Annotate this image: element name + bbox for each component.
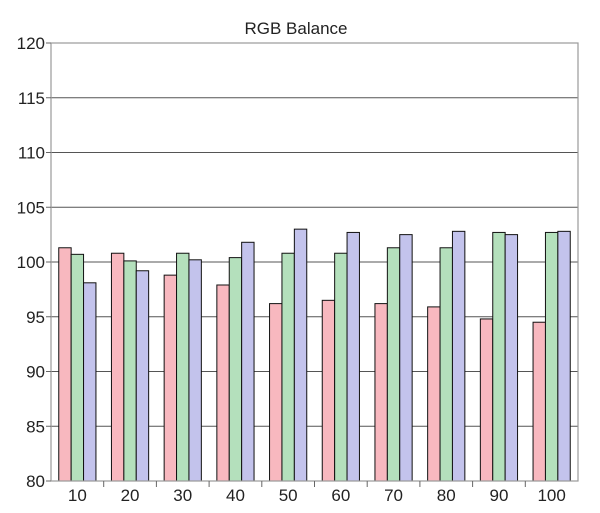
bar-series1-80 [427, 306, 441, 482]
bar-series1-10 [58, 247, 72, 482]
x-tick-label: 30 [173, 486, 192, 505]
bar-series2-60 [334, 252, 348, 482]
x-axis-ticks: 10 20 30 40 50 60 70 80 90 100 [68, 481, 566, 505]
bar-series3-10 [83, 282, 97, 482]
bar-series3-20 [135, 270, 150, 482]
bar-series3-30 [188, 259, 202, 482]
y-tick-label: 105 [17, 198, 45, 217]
x-tick-label: 40 [226, 486, 245, 505]
bar-series3-70 [399, 234, 413, 482]
bar-series1-60 [321, 299, 336, 482]
x-tick-label: 100 [537, 486, 565, 505]
x-tick-label: 80 [437, 486, 456, 505]
bar-series3-90 [504, 234, 519, 482]
x-tick-label: 20 [121, 486, 140, 505]
bar-series1-20 [110, 252, 125, 482]
chart-title: RGB Balance [245, 19, 348, 38]
bars [58, 228, 571, 482]
bar-series3-60 [346, 231, 360, 482]
bar-series1-70 [374, 303, 388, 482]
x-tick-label: 70 [384, 486, 403, 505]
bar-series2-70 [386, 247, 401, 482]
y-axis-ticks: 80 85 90 95 100 105 110 115 120 [17, 34, 51, 491]
bar-series1-50 [269, 303, 283, 482]
y-tick-label: 120 [17, 34, 45, 53]
bar-series3-40 [241, 241, 255, 482]
x-tick-label: 50 [279, 486, 298, 505]
bar-series3-80 [451, 230, 466, 482]
bar-series2-40 [228, 257, 243, 482]
bar-series2-30 [176, 252, 190, 482]
bar-series1-100 [532, 321, 546, 482]
x-tick-label: 60 [331, 486, 350, 505]
bar-series1-40 [216, 284, 230, 482]
bar-series3-50 [293, 228, 308, 482]
bar-series1-90 [479, 318, 494, 482]
bar-series2-100 [544, 231, 559, 482]
bar-series2-10 [70, 253, 85, 482]
y-tick-label: 90 [26, 363, 45, 382]
bar-series2-20 [123, 260, 137, 482]
bar-series3-100 [557, 230, 571, 482]
y-tick-label: 110 [18, 144, 45, 163]
x-tick-label: 10 [68, 486, 87, 505]
y-tick-label: 80 [26, 472, 45, 491]
y-tick-label: 115 [18, 89, 45, 108]
bar-series2-90 [492, 231, 506, 482]
x-tick-label: 90 [489, 486, 508, 505]
bar-series2-50 [281, 252, 295, 482]
y-tick-label: 95 [26, 308, 45, 327]
bar-series2-80 [439, 247, 453, 482]
y-tick-label: 85 [26, 417, 45, 436]
bar-series1-30 [163, 274, 178, 482]
y-tick-label: 100 [17, 253, 45, 272]
